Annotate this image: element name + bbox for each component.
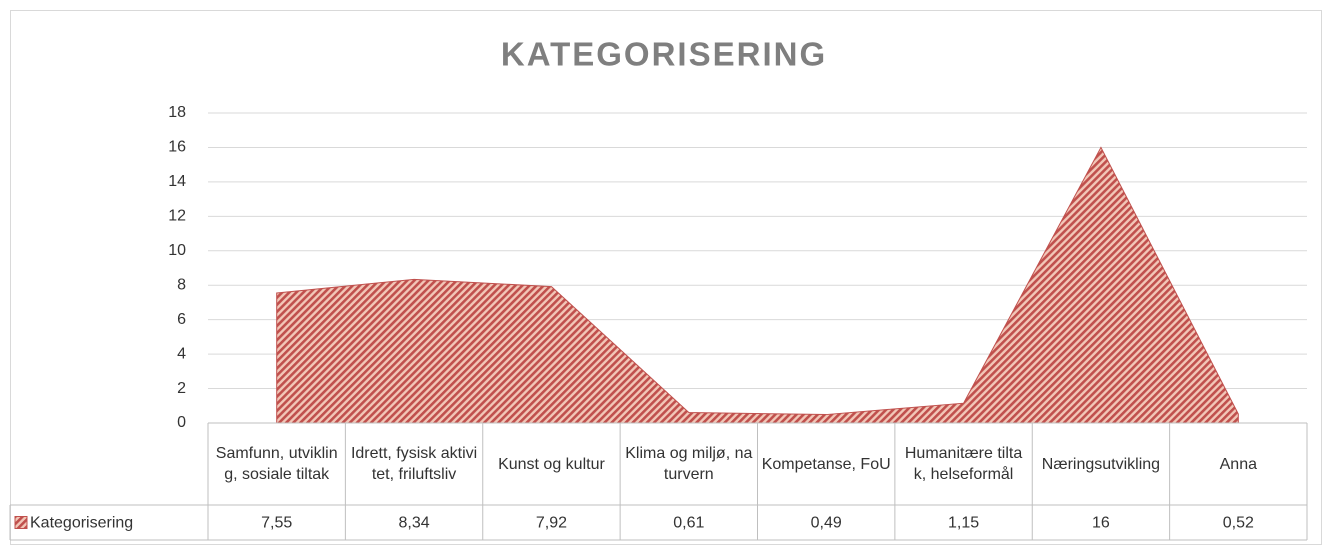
x-tick-label: Samfunn, utvikling, sosiale tiltak [215, 445, 338, 483]
y-tick-label: 0 [177, 414, 186, 431]
y-tick-label: 2 [177, 380, 186, 397]
x-tick-label: Næringsutvikling [1041, 455, 1161, 473]
category-cell: Klima og miljø, naturvern [625, 445, 753, 483]
y-tick-label: 10 [168, 242, 186, 259]
y-tick-label: 4 [177, 345, 186, 362]
y-tick-label: 12 [168, 208, 186, 225]
x-tick-label: Kunst og kultur [498, 455, 605, 473]
y-tick-label: 6 [177, 311, 186, 328]
data-table-value: 0,49 [811, 515, 842, 532]
y-tick-label: 16 [168, 139, 186, 156]
category-cell: Humanitære tiltak, helseformål [904, 445, 1023, 483]
x-tick-label: Klima og miljø, naturvern [625, 445, 753, 483]
category-cell: Kunst og kultur [498, 455, 605, 473]
legend-label: Kategorisering [30, 515, 133, 532]
y-tick-label: 8 [177, 276, 186, 293]
category-cell: Samfunn, utvikling, sosiale tiltak [215, 445, 338, 483]
category-cell: Kompetanse, FoU [761, 455, 891, 473]
y-tick-label: 14 [168, 173, 186, 190]
category-cell: Anna [1219, 455, 1257, 473]
data-table-value: 1,15 [948, 515, 979, 532]
x-tick-label: Anna [1219, 455, 1257, 473]
x-tick-label: Kompetanse, FoU [761, 455, 891, 473]
data-table-value: 8,34 [398, 515, 429, 532]
category-cell: Næringsutvikling [1041, 455, 1161, 473]
y-tick-label: 18 [168, 104, 186, 121]
legend-key [14, 516, 28, 529]
data-table-value: 16 [1092, 515, 1110, 532]
data-table-value: 0,52 [1223, 515, 1254, 532]
data-table-value: 7,92 [536, 515, 567, 532]
x-tick-label: Idrett, fysisk aktivitet, friluftsliv [350, 445, 478, 483]
chart-title: KATEGORISERING [501, 36, 827, 73]
data-table-value: 7,55 [261, 515, 292, 532]
x-tick-label: Humanitære tiltak, helseformål [904, 445, 1023, 483]
category-cell: Idrett, fysisk aktivitet, friluftsliv [350, 445, 478, 483]
data-table-value: 0,61 [673, 515, 704, 532]
